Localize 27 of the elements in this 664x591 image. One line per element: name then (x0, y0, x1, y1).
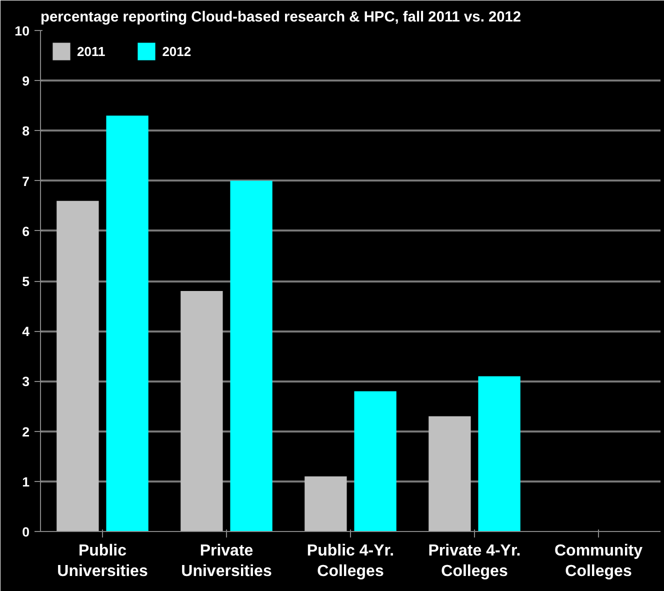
bar (304, 476, 347, 532)
x-tick-label: Community Colleges (554, 542, 643, 580)
y-tick-label: 1 (22, 474, 30, 490)
x-tick-label: Private Universities (181, 542, 272, 580)
x-tick-label: Private 4-Yr. Colleges (428, 542, 521, 580)
y-tick-label: 2 (22, 424, 30, 440)
bar (106, 116, 148, 532)
y-tick-label: 9 (22, 74, 30, 89)
bar (180, 291, 223, 532)
x-tick-label: Public 4-Yr. Colleges (306, 542, 394, 580)
legend-label: 2011 (77, 44, 106, 58)
y-tick-label: 0 (22, 524, 30, 540)
legend-label: 2012 (162, 44, 192, 58)
x-tick-label: Public Universities (57, 542, 148, 580)
bar (478, 376, 520, 532)
bar (56, 200, 99, 532)
y-tick-label: 3 (22, 374, 30, 390)
y-tick-label: 5 (22, 274, 30, 289)
y-tick-label: 10 (14, 24, 30, 38)
y-tick-label: 6 (22, 224, 30, 239)
y-tick-label: 8 (22, 124, 30, 139)
chart-title: percentage reporting Cloud-based research & HPC, fall 2011 vs. 2012 (40, 10, 522, 26)
bar (428, 416, 471, 532)
bar (354, 391, 396, 532)
y-tick-label: 4 (22, 324, 30, 340)
y-tick-label: 7 (22, 174, 30, 189)
bar (230, 180, 272, 532)
